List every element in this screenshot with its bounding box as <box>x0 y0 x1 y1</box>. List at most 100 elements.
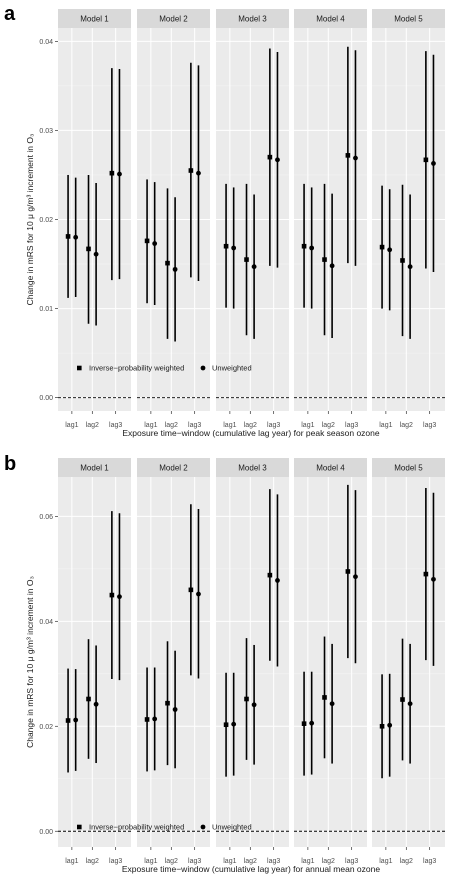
point-weighted <box>109 170 115 176</box>
facet-title: Model 3 <box>238 15 267 24</box>
x-tick-label: lag2 <box>322 858 335 865</box>
legend-label-unweighted: Unweighted <box>212 823 252 832</box>
facet-panel: Model 4 lag1 lag2 lag3 <box>294 458 367 865</box>
y-tick-label: 0.02 <box>39 217 53 224</box>
facet-title: Model 4 <box>316 15 345 24</box>
facet-strip <box>216 458 289 477</box>
x-tick-label: lag2 <box>244 858 257 865</box>
point-unweighted <box>93 701 99 707</box>
point-weighted <box>400 697 405 702</box>
facet-strip <box>58 9 131 28</box>
point-unweighted <box>196 170 201 176</box>
facet-strip <box>137 458 210 477</box>
point-weighted <box>379 723 385 729</box>
y-tick-label: 0.03 <box>39 128 53 135</box>
y-tick-label: 0.01 <box>39 306 53 313</box>
x-tick-label: lag1 <box>379 422 392 429</box>
facet-panel: Model 2 lag1 lag2 lag3 <box>137 458 210 865</box>
point-unweighted <box>353 574 358 580</box>
point-weighted <box>423 571 429 577</box>
facet-panel: Model 4 lag1 lag2 lag3 <box>294 9 367 429</box>
facet-strip <box>216 9 289 28</box>
x-tick-label: lag1 <box>65 858 78 865</box>
point-unweighted <box>387 722 393 728</box>
point-weighted <box>86 246 91 252</box>
x-tick-label: lag2 <box>400 858 413 865</box>
x-tick-label: lag2 <box>86 422 99 429</box>
facet-panel: Model 3 lag1 lag2 lag3 <box>216 9 289 429</box>
y-tick-label: 0.02 <box>39 724 53 731</box>
point-weighted <box>144 717 150 722</box>
point-weighted <box>423 157 429 163</box>
point-unweighted <box>309 245 315 251</box>
point-weighted <box>379 244 385 250</box>
point-unweighted <box>431 576 436 582</box>
point-unweighted <box>231 245 237 251</box>
x-tick-label: lag3 <box>345 422 358 429</box>
point-weighted <box>188 587 194 593</box>
facet-title: Model 5 <box>394 15 423 24</box>
point-weighted <box>267 572 273 578</box>
point-weighted <box>188 168 194 173</box>
y-tick-label: 0.00 <box>39 829 53 836</box>
point-weighted <box>400 258 405 263</box>
x-tick-label: lag1 <box>144 422 157 429</box>
x-tick-label: lag1 <box>223 422 236 429</box>
panel-letter: b <box>4 453 16 475</box>
point-weighted <box>144 238 150 244</box>
point-unweighted <box>152 716 158 722</box>
point-unweighted <box>196 591 201 597</box>
point-unweighted <box>407 264 413 270</box>
x-tick-label: lag3 <box>109 858 122 865</box>
point-unweighted <box>73 717 79 723</box>
point-unweighted <box>251 702 257 708</box>
x-tick-label: lag3 <box>423 858 436 865</box>
point-weighted <box>165 260 170 266</box>
x-axis-title: Exposure time−window (cumulative lag yea… <box>122 428 380 438</box>
x-tick-label: lag2 <box>400 422 413 429</box>
x-tick-label: lag3 <box>188 858 201 865</box>
x-tick-label: lag2 <box>86 858 99 865</box>
point-weighted <box>86 696 91 702</box>
facet-panel: Model 5 lag1 lag2 lag3 <box>372 458 445 865</box>
point-unweighted <box>73 234 79 240</box>
point-unweighted <box>275 577 280 583</box>
point-weighted <box>165 700 170 706</box>
point-unweighted <box>407 701 413 707</box>
y-tick-label: 0.04 <box>39 619 53 626</box>
facet-panel: Model 1 lag1 lag2 lag3 <box>58 9 131 429</box>
x-tick-label: lag3 <box>267 422 280 429</box>
point-unweighted <box>231 721 237 727</box>
y-tick-label: 0.06 <box>39 514 53 521</box>
point-weighted <box>244 696 249 702</box>
x-axis-title: Exposure time−window (cumulative lag yea… <box>122 864 380 874</box>
chart-a: a Change in mRS for 10 μ g/m³ increment i… <box>4 3 445 438</box>
x-tick-label: lag1 <box>144 858 157 865</box>
point-unweighted <box>117 594 122 600</box>
point-weighted <box>109 592 115 598</box>
legend-key-unweighted <box>200 824 206 830</box>
point-weighted <box>65 234 71 239</box>
point-unweighted <box>152 241 158 246</box>
point-unweighted <box>431 160 436 166</box>
point-unweighted <box>387 247 393 253</box>
facet-strip <box>372 9 445 28</box>
legend-label-weighted: Inverse−probability weighted <box>89 364 184 373</box>
point-weighted <box>322 257 327 262</box>
facet-strip <box>294 458 367 477</box>
facet-title: Model 2 <box>159 15 188 24</box>
x-tick-label: lag1 <box>301 858 314 865</box>
chart-b: b Change in mRS for 10 μ g/m³ increment i… <box>4 453 445 874</box>
facet-panel: Model 3 lag1 lag2 lag3 <box>216 458 289 865</box>
x-tick-label: lag3 <box>423 422 436 429</box>
x-tick-label: lag3 <box>267 858 280 865</box>
y-axis-title: Change in mRS for 10 μ g/m³ increment in… <box>25 576 35 748</box>
point-unweighted <box>275 157 280 163</box>
point-weighted <box>244 257 249 262</box>
point-unweighted <box>93 251 99 257</box>
facet-strip <box>137 9 210 28</box>
point-weighted <box>223 722 229 728</box>
x-tick-label: lag2 <box>244 422 257 429</box>
x-tick-label: lag1 <box>301 422 314 429</box>
